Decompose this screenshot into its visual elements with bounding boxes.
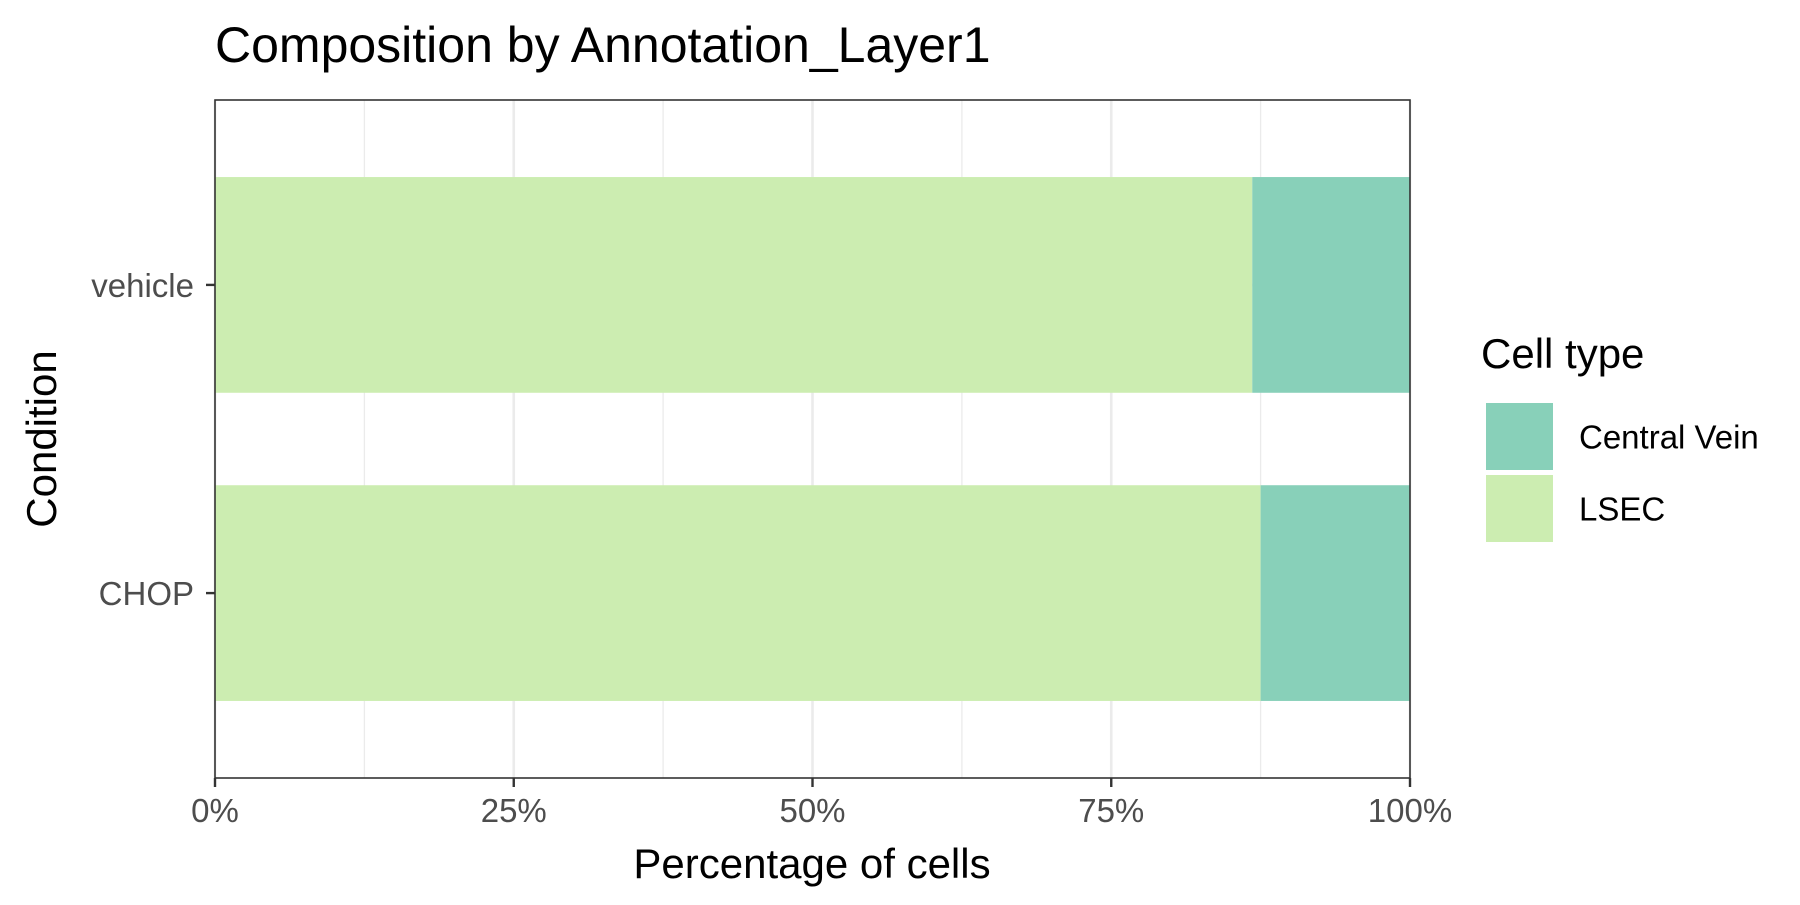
x-tick-label: 0%: [191, 792, 239, 829]
x-tick-label: 25%: [481, 792, 547, 829]
x-axis-title: Percentage of cells: [633, 840, 990, 887]
axis-layer: 0% 25% 50% 75% 100% CHOP vehicle: [91, 267, 1452, 829]
bar-vehicle-lsec: [215, 177, 1253, 393]
y-tick-label: vehicle: [91, 267, 194, 304]
bars-layer: [215, 177, 1410, 701]
y-axis-title: Condition: [18, 350, 65, 527]
legend-title: Cell type: [1481, 330, 1644, 377]
legend: Cell type Central Vein LSEC: [1481, 330, 1759, 542]
bar-vehicle-central-vein: [1252, 177, 1410, 393]
y-tick-label: CHOP: [99, 575, 194, 612]
bar-chop-lsec: [215, 485, 1261, 701]
bar-chop-central-vein: [1260, 485, 1410, 701]
chart-title: Composition by Annotation_Layer1: [215, 17, 991, 73]
x-tick-label: 100%: [1368, 792, 1452, 829]
legend-label-lsec: LSEC: [1579, 491, 1665, 528]
x-tick-label: 75%: [1078, 792, 1144, 829]
legend-key-lsec: [1486, 475, 1553, 542]
x-tick-label: 50%: [779, 792, 845, 829]
legend-key-central-vein: [1486, 403, 1553, 470]
legend-label-central-vein: Central Vein: [1579, 419, 1759, 456]
